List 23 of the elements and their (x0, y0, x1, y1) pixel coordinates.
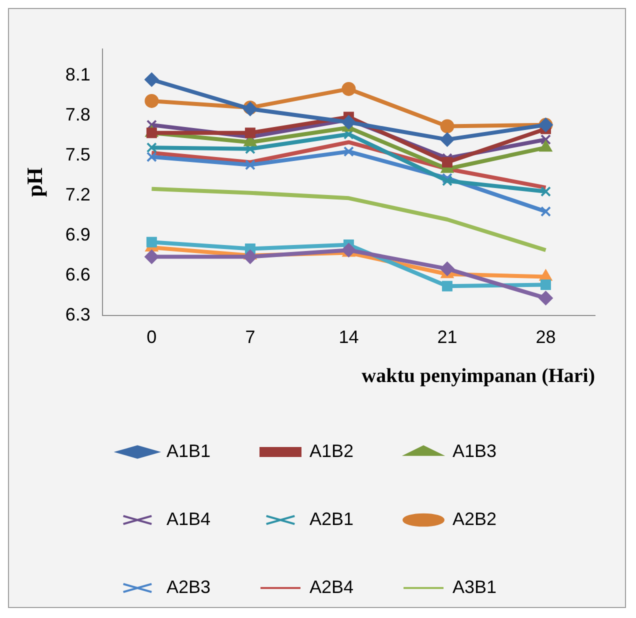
x-tick-label: 21 (437, 327, 458, 348)
legend-label: A2B4 (309, 576, 354, 597)
legend-label: A1B2 (309, 440, 354, 461)
y-axis-title: pH (22, 168, 47, 197)
y-tick-label: 6.9 (65, 224, 90, 244)
legend-label: A3B1 (452, 576, 497, 597)
y-tick-label: 7.8 (65, 104, 90, 125)
y-tick-label: 8.1 (65, 64, 90, 85)
legend-label: A1B1 (166, 440, 210, 461)
legend-label: A1B4 (166, 508, 210, 529)
x-axis-title: waktu penyimpanan (Hari) (362, 365, 595, 388)
x-tick-label: 28 (536, 327, 556, 348)
y-tick-label: 6.6 (65, 264, 90, 284)
y-tick-label: 7.5 (65, 144, 90, 165)
x-tick-label: 0 (146, 327, 157, 348)
y-tick-label: 6.3 (65, 304, 90, 324)
legend-label: A2B3 (166, 576, 210, 597)
legend-label: A2B1 (309, 508, 354, 529)
x-tick-label: 7 (245, 327, 256, 348)
legend-label: A2B2 (452, 508, 497, 529)
legend-label: A1B3 (452, 440, 497, 461)
x-tick-label: 14 (338, 327, 359, 348)
y-tick-label: 7.2 (65, 184, 90, 204)
